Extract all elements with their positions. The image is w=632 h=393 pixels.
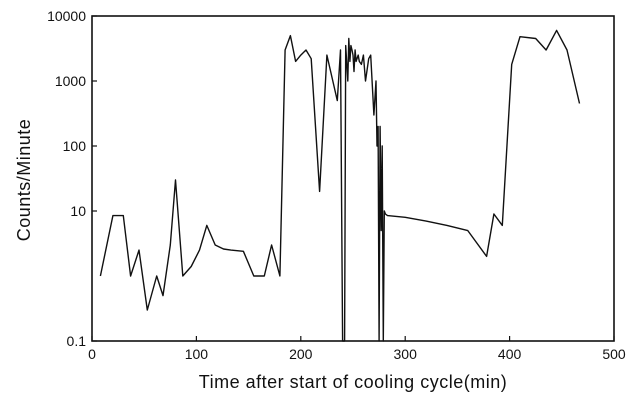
y-tick-label: 10 xyxy=(70,203,86,219)
y-tick-label: 0.1 xyxy=(67,333,87,349)
series-line xyxy=(99,29,581,342)
y-tick-label: 1000 xyxy=(55,73,86,89)
y-axis-title: Counts/Minute xyxy=(14,119,34,242)
x-tick-label: 300 xyxy=(394,346,418,362)
x-tick-label: 400 xyxy=(498,346,522,362)
y-tick-label: 10000 xyxy=(47,8,86,24)
plot-frame xyxy=(91,15,615,342)
y-tick-label: 100 xyxy=(63,138,87,154)
x-tick-label: 200 xyxy=(289,346,313,362)
tick-labels: 0 100 200 300 400 500 0.1 10 100 1000 10000 xyxy=(47,8,626,362)
x-tick-label: 500 xyxy=(602,346,626,362)
x-axis-title: Time after start of cooling cycle(min) xyxy=(199,372,507,392)
axis-ticks xyxy=(91,15,615,342)
x-tick-label: 100 xyxy=(185,346,209,362)
x-tick-label: 0 xyxy=(88,346,96,362)
